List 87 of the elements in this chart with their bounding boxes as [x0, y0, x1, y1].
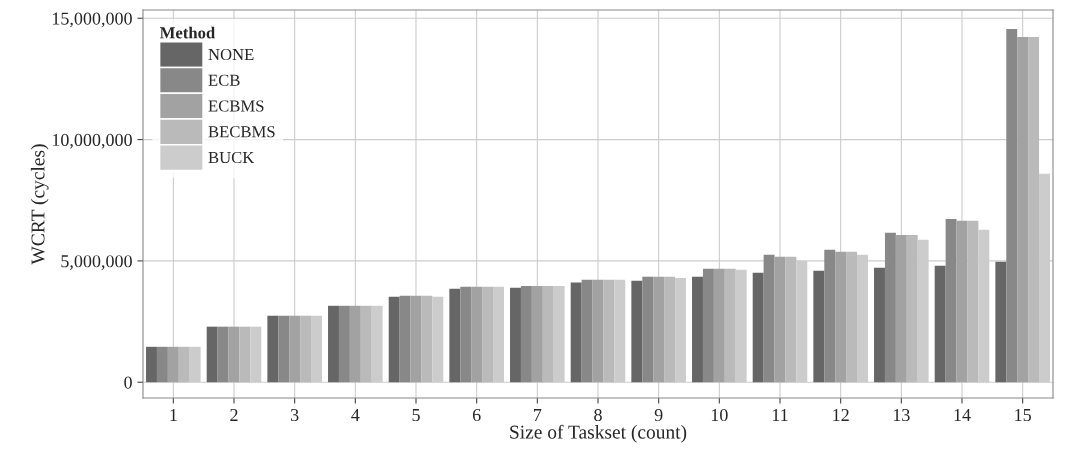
bar [945, 218, 957, 383]
legend-label: ECBMS [208, 100, 264, 112]
bar [482, 286, 494, 383]
bar [774, 256, 786, 383]
bar [967, 220, 979, 383]
bar [531, 285, 543, 383]
x-tick-label: 14 [954, 409, 971, 421]
x-tick-label: 5 [412, 409, 420, 422]
bar [631, 280, 643, 383]
bar [1017, 36, 1029, 383]
bar [752, 272, 764, 383]
y-axis-title: WCRT (cycles) [30, 144, 49, 265]
x-tick-label: 11 [772, 409, 788, 421]
bar [785, 256, 797, 383]
legend-label: NONE [208, 48, 254, 61]
bar [228, 326, 240, 383]
bar [835, 251, 847, 383]
bar [471, 286, 483, 383]
x-tick-label: 12 [833, 408, 849, 421]
bar [1028, 36, 1040, 383]
bar [884, 232, 896, 383]
bar [813, 270, 825, 383]
x-tick-label: 15 [1015, 409, 1031, 422]
bar [542, 285, 554, 383]
x-tick-label: 13 [893, 408, 910, 422]
bar [267, 315, 279, 383]
bar [338, 305, 350, 383]
bar [520, 285, 532, 383]
x-tick-label: 3 [291, 408, 299, 422]
bar [906, 234, 918, 383]
bar [349, 305, 361, 383]
bar [278, 315, 290, 383]
bar [460, 286, 472, 383]
bar [167, 346, 179, 383]
bar [510, 287, 521, 383]
bar [388, 296, 400, 383]
bar [846, 251, 858, 383]
bar [146, 346, 157, 383]
legend-label: BUCK [208, 151, 255, 164]
bar [824, 249, 836, 383]
bar [653, 276, 665, 383]
bar [300, 315, 312, 383]
bar [360, 305, 372, 383]
bar [1006, 28, 1018, 383]
bar [328, 305, 339, 383]
bar [239, 326, 251, 383]
x-tick-label: 1 [170, 409, 177, 421]
y-tick-label: 0 [124, 376, 132, 389]
x-tick-label: 8 [594, 408, 602, 422]
bar [664, 276, 676, 383]
bar [934, 265, 946, 383]
x-tick-label: 10 [711, 408, 728, 422]
x-tick-label: 6 [472, 408, 481, 422]
bar [217, 326, 229, 383]
bar [289, 315, 301, 383]
bar [581, 279, 593, 383]
bar [995, 261, 1007, 383]
bar [592, 279, 604, 383]
legend-label: BECBMS [208, 126, 275, 138]
bar [156, 346, 168, 383]
bar [874, 267, 885, 383]
bar [206, 326, 218, 383]
bar [956, 220, 968, 383]
x-tick-label: 4 [351, 409, 360, 421]
bar [421, 295, 433, 383]
bar [410, 295, 422, 383]
bar [692, 276, 703, 383]
bar [399, 295, 411, 383]
legend-title: Method [159, 26, 216, 39]
bar [895, 234, 907, 383]
bar [713, 268, 725, 383]
x-tick-label: 9 [654, 408, 663, 422]
x-axis-title: Size of Taskset (count) [510, 424, 687, 443]
bar [603, 279, 615, 383]
bar [449, 288, 461, 383]
bar [702, 268, 714, 383]
legend-label: ECB [208, 74, 240, 86]
bar [570, 282, 582, 383]
bar [642, 276, 654, 383]
y-tick-label: 5,000,000 [61, 255, 132, 270]
x-tick-label: 2 [230, 408, 238, 421]
bar [763, 254, 775, 383]
bar [724, 268, 736, 383]
y-tick-label: 15,000,000 [52, 12, 132, 28]
y-tick-label: 10,000,000 [52, 133, 132, 149]
bar [178, 346, 190, 383]
x-tick-label: 7 [534, 409, 542, 421]
